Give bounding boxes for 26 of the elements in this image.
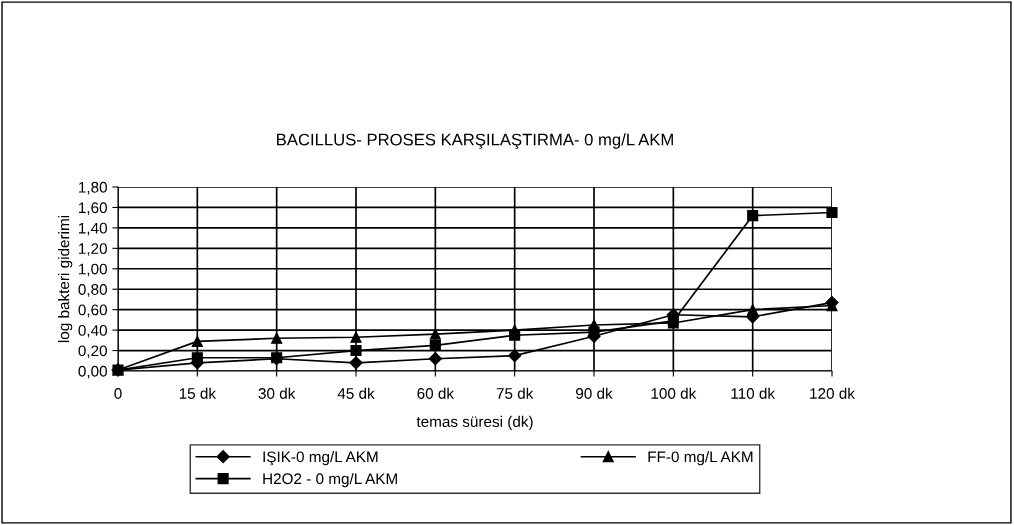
y-tick-label: 1,40 — [79, 222, 107, 236]
legend-label: FF-0 mg/L AKM — [648, 450, 753, 466]
y-tick-label: 0,80 — [78, 284, 107, 297]
legend-label: H2O2 - 0 mg/L AKM — [263, 472, 397, 488]
y-axis-title: log bakteri giderimi — [58, 215, 73, 343]
x-axis-title: temas süresi (dk) — [416, 415, 533, 431]
x-tick-label: 30 dk — [258, 387, 296, 399]
x-tick-label: 110 dk — [731, 387, 776, 399]
y-tick-label: 0,00 — [78, 365, 107, 379]
chart-title: BACILLUS- PROSES KARŞILAŞTIRMA- 0 mg/L AKM — [277, 133, 673, 149]
y-tick-label: 1,00 — [79, 263, 107, 277]
x-tick-label: 0 — [114, 388, 122, 399]
y-tick-label: 1,80 — [79, 181, 107, 195]
y-tick-label: 0,20 — [78, 345, 107, 359]
y-tick-label: 0,40 — [78, 324, 107, 338]
x-tick-label: 15 dk — [179, 387, 217, 399]
y-tick-label: 1,20 — [79, 243, 107, 256]
x-tick-label: 45 dk — [337, 387, 375, 399]
y-tick-label: 0,60 — [78, 304, 107, 318]
x-tick-label: 100 dk — [651, 387, 697, 399]
x-tick-label: 120 dk — [810, 387, 855, 399]
x-tick-label: 75 dk — [496, 387, 534, 399]
x-tick-label: 90 dk — [576, 387, 613, 399]
legend-label: IŞIK-0 mg/L AKM — [263, 450, 378, 466]
y-tick-label: 1,60 — [79, 202, 107, 215]
x-tick-label: 60 dk — [417, 387, 455, 399]
